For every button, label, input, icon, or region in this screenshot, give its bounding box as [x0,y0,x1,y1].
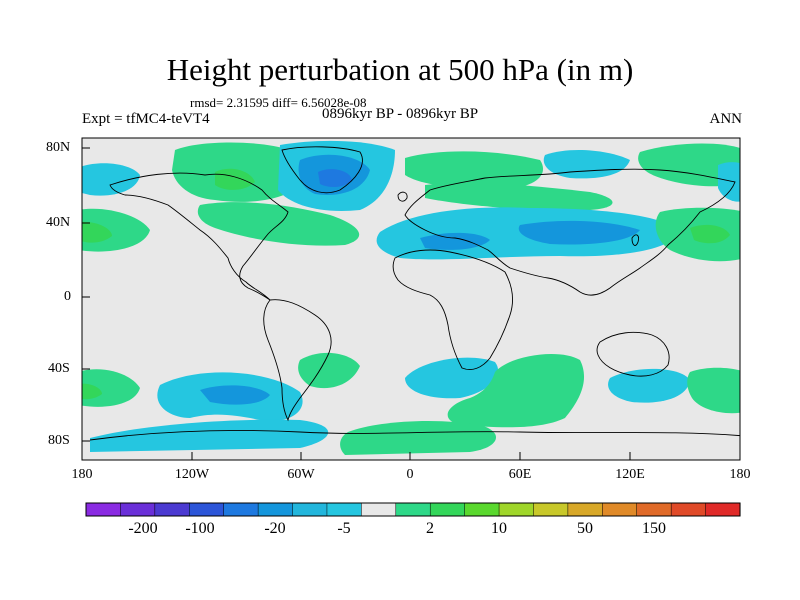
anomaly-negative [718,162,740,202]
colorbar-swatch [636,502,672,517]
colorbar-swatch [464,502,500,517]
colorbar-swatch [670,502,707,517]
height-field [82,138,740,460]
colorbar-swatch [189,502,225,517]
colorbar-frame [85,502,741,517]
colorbar-swatch [120,502,156,517]
lon-ticks [191,452,631,460]
anomaly-positive [447,353,585,428]
anomaly-negative-core [200,385,270,405]
coastline-australia [596,331,670,377]
colorbar-label: -100 [185,520,215,537]
coastline-uk [397,191,408,202]
anomaly-positive-core [690,224,730,244]
coastline-south-america [263,299,332,422]
lat-label-80n: 80N [46,140,71,155]
lon-label-60e: 60E [508,467,532,482]
anomaly-negative [608,368,690,403]
coastline-europe-asia [404,168,736,296]
coastline-africa [392,249,513,370]
lon-label-60w: 60W [287,467,315,482]
anomaly-positive [405,151,544,190]
anomaly-negative-core [518,220,640,245]
colorbar-label: 50 [577,520,593,537]
colorbar-swatch [154,502,190,517]
lon-label-180w: 180 [71,467,93,482]
coastlines [89,146,740,441]
coastline-north-america [109,172,289,301]
anomaly-positive [638,143,740,187]
stats-line: rmsd= 2.31595 diff= 6.56028e-08 [190,95,367,110]
anomaly-positive [425,182,613,211]
colorbar-swatch [602,502,638,517]
period-label: 0896kyr BP - 0896kyr BP [322,106,479,122]
coastline-antarctica [89,429,740,441]
lat-label-80s: 80S [48,433,70,448]
anomaly-negative [405,357,499,399]
coastline-japan [631,234,639,246]
anomaly-positive [197,202,360,246]
lon-label-120w: 120W [174,467,210,482]
colorbar-label: 2 [426,520,434,537]
lat-label-40s: 40S [48,361,70,376]
anomaly-positive [340,420,497,455]
anomaly-negative [82,163,140,196]
map-frame [81,137,741,461]
colorbar-label: -200 [128,520,158,537]
colorbar-swatch [567,502,603,517]
colorbar-label: 10 [491,520,507,537]
anomaly-negative [90,419,329,452]
colorbar-swatch [257,502,294,517]
lon-label-180e: 180 [729,467,751,482]
anomaly-positive [82,369,140,407]
lat-label-eq: 0 [64,289,71,304]
colorbar-swatch [533,502,569,517]
colorbar-swatch [326,502,362,517]
anomaly-negative-inner [318,169,352,188]
colorbar-swatch [498,502,535,517]
lat-ticks [82,147,90,442]
colorbar-swatch [292,502,328,517]
anomaly-negative [543,149,630,179]
anomaly-positive [687,367,740,414]
anomaly-positive-core [82,221,112,243]
anomaly-positive-core [82,383,102,400]
lon-label-0: 0 [406,467,414,482]
colorbar-swatch [395,502,431,517]
anomaly-positive-core [215,168,255,190]
experiment-label: Expt = tfMC4-teVT4 [82,111,210,127]
colorbar-swatch [429,502,466,517]
colorbar-label: 150 [642,520,666,537]
colorbar-label: -20 [264,520,286,537]
season-label: ANN [709,111,743,127]
lon-label-120e: 120E [615,467,645,482]
colorbar-swatch [85,502,121,517]
colorbar [85,502,741,517]
colorbar-swatch [223,502,259,517]
colorbar-swatch [361,502,397,517]
plot-title: Height perturbation at 500 hPa (in m) [166,52,634,87]
coastline-greenland [281,146,363,194]
colorbar-label: -5 [337,520,351,537]
lat-label-40n: 40N [46,215,71,230]
colorbar-swatch [705,502,741,517]
anomaly-negative-core [420,232,490,250]
